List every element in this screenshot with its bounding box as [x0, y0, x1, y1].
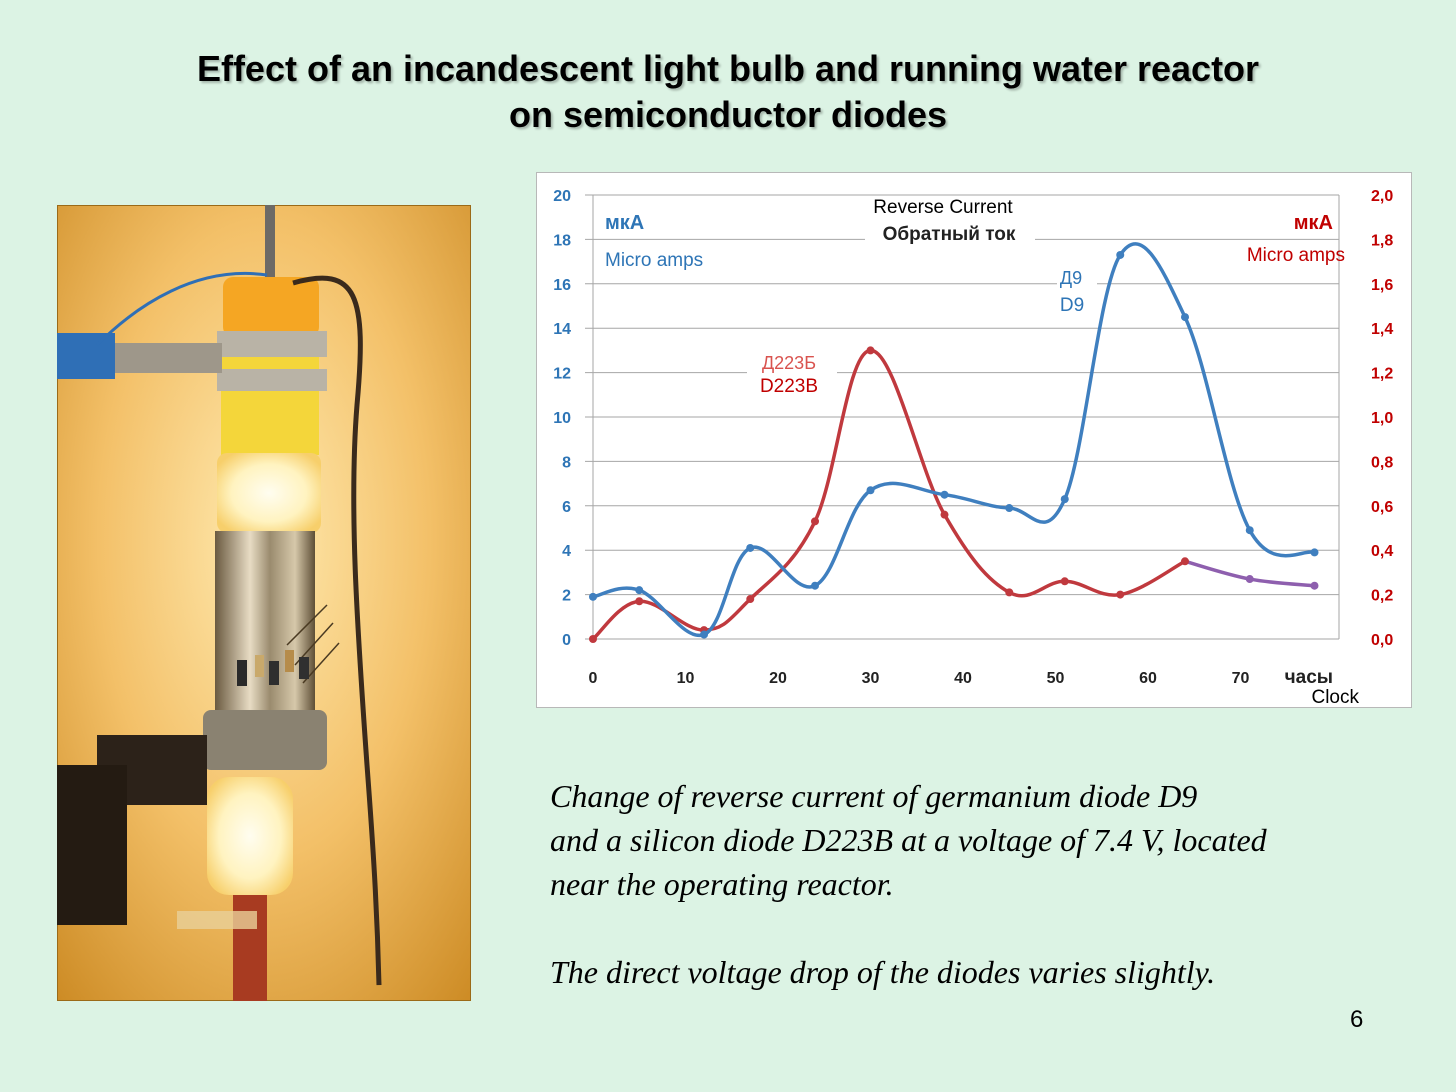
point-d223b-71 — [1245, 575, 1254, 584]
chart-gridlines — [585, 194, 1340, 640]
slide-caption: Change of reverse current of germanium d… — [550, 774, 1430, 994]
caption-line-1: Change of reverse current of germanium d… — [550, 778, 1198, 814]
series-line-d223b — [591, 348, 1186, 641]
right-axis-unit: мкА — [1294, 212, 1333, 234]
point-d9-0 — [589, 592, 597, 601]
left-tick-20: 20 — [553, 188, 571, 205]
left-tick-18: 18 — [553, 232, 571, 249]
point-d9-64 — [1181, 313, 1189, 322]
caption-line-4: The direct voltage drop of the diodes va… — [550, 954, 1216, 990]
point-d223b-57 — [1116, 590, 1125, 599]
x-tick-10: 10 — [677, 670, 695, 687]
left-tick-16: 16 — [553, 277, 571, 294]
left-tick-6: 6 — [562, 499, 571, 516]
right-tick-3: 0,6 — [1371, 499, 1393, 516]
point-d223b-30 — [866, 346, 875, 355]
left-tick-0: 0 — [562, 632, 571, 649]
d9-label-background — [1057, 261, 1097, 311]
x-axis-unit-en: Clock — [1311, 687, 1359, 708]
x-tick-70: 70 — [1232, 670, 1250, 687]
point-d223b-17 — [746, 595, 755, 604]
right-tick-5: 1,0 — [1371, 410, 1393, 427]
left-tick-8: 8 — [562, 454, 571, 471]
left-tick-2: 2 — [562, 588, 571, 605]
x-tick-0: 0 — [589, 670, 598, 687]
series-d9 — [589, 242, 1319, 639]
point-d9-30 — [866, 486, 875, 495]
point-d223b-51 — [1060, 577, 1069, 586]
right-tick-8: 1,6 — [1371, 277, 1393, 294]
right-axis-unit-en: Micro amps — [1247, 245, 1345, 266]
point-d9-12 — [700, 630, 708, 639]
x-axis-unit: часы — [1285, 667, 1333, 688]
series-label-d223b: D223B — [760, 376, 818, 397]
point-d9-57 — [1116, 250, 1125, 259]
chart-title-ru: Обратный ток — [883, 224, 1016, 245]
caption-line-2: and a silicon diode D223B at a voltage o… — [550, 822, 1267, 858]
x-tick-20: 20 — [769, 670, 787, 687]
series-label-d9-ru: Д9 — [1060, 268, 1082, 288]
left-tick-10: 10 — [553, 410, 571, 427]
point-d223b-5 — [635, 597, 644, 606]
point-d9-71 — [1245, 526, 1254, 535]
right-tick-9: 1,8 — [1371, 232, 1393, 249]
left-y-axis-ticks: 0 2 4 6 8 10 12 14 16 18 20 — [553, 188, 571, 649]
slide-title-line-2: on semiconductor diodes — [508, 94, 948, 135]
d223b-label-background — [747, 348, 837, 398]
left-axis-unit: мкА — [605, 212, 644, 234]
series-line-d9 — [592, 242, 1316, 638]
point-d9-17 — [746, 543, 755, 552]
caption-spacer — [550, 906, 1430, 950]
point-d9-24 — [811, 581, 819, 590]
point-d9-78 — [1310, 548, 1319, 557]
series-label-d223b-ru: Д223Б — [762, 353, 816, 373]
slide-title-line-1: Effect of an incandescent light bulb and… — [196, 48, 1260, 89]
x-axis-ticks: 0 10 20 30 40 50 60 70 — [589, 670, 1250, 687]
left-axis-unit-en: Micro amps — [605, 250, 703, 271]
point-d223b-64 — [1181, 557, 1189, 566]
point-d9-51 — [1060, 495, 1069, 504]
series-label-d9: D9 — [1060, 295, 1084, 316]
x-tick-50: 50 — [1047, 670, 1065, 687]
point-d223b-0 — [589, 635, 597, 643]
x-tick-40: 40 — [954, 670, 972, 687]
chart-title: Reverse Current — [873, 197, 1013, 218]
point-d223b-24 — [811, 517, 819, 526]
point-d223b-38 — [940, 510, 949, 519]
right-tick-4: 0,8 — [1371, 454, 1393, 471]
point-d223b-78 — [1310, 581, 1319, 590]
point-d9-38 — [940, 490, 949, 499]
left-tick-12: 12 — [553, 366, 571, 383]
right-tick-2: 0,4 — [1371, 543, 1393, 560]
left-tick-14: 14 — [553, 321, 571, 338]
right-tick-6: 1,2 — [1371, 366, 1393, 383]
right-y-axis-ticks: 0,0 0,2 0,4 0,6 0,8 1,0 1,2 1,4 1,6 1,8 2,0 — [1371, 188, 1393, 649]
point-d9-45 — [1005, 504, 1014, 513]
point-d9-5 — [635, 586, 644, 595]
reactor-photo — [57, 205, 471, 1001]
series-d223b — [589, 346, 1319, 643]
left-tick-4: 4 — [562, 543, 571, 560]
slide-title: Effect of an incandescent light bulb and… — [0, 46, 1456, 138]
page-number: 6 — [1350, 1006, 1364, 1033]
reverse-current-chart: 0 2 4 6 8 10 12 14 16 18 20 0,0 0,2 0,4 0,6 0,8 1,0 1,2 1… — [536, 172, 1412, 708]
right-tick-1: 0,2 — [1371, 588, 1393, 605]
x-tick-60: 60 — [1139, 670, 1157, 687]
right-tick-10: 2,0 — [1371, 188, 1393, 205]
caption-line-3: near the operating reactor. — [550, 866, 894, 902]
right-tick-0: 0,0 — [1371, 632, 1393, 649]
x-tick-30: 30 — [862, 670, 880, 687]
chart-title-background — [865, 223, 1035, 245]
right-tick-7: 1,4 — [1371, 321, 1393, 338]
point-d223b-45 — [1005, 588, 1014, 597]
